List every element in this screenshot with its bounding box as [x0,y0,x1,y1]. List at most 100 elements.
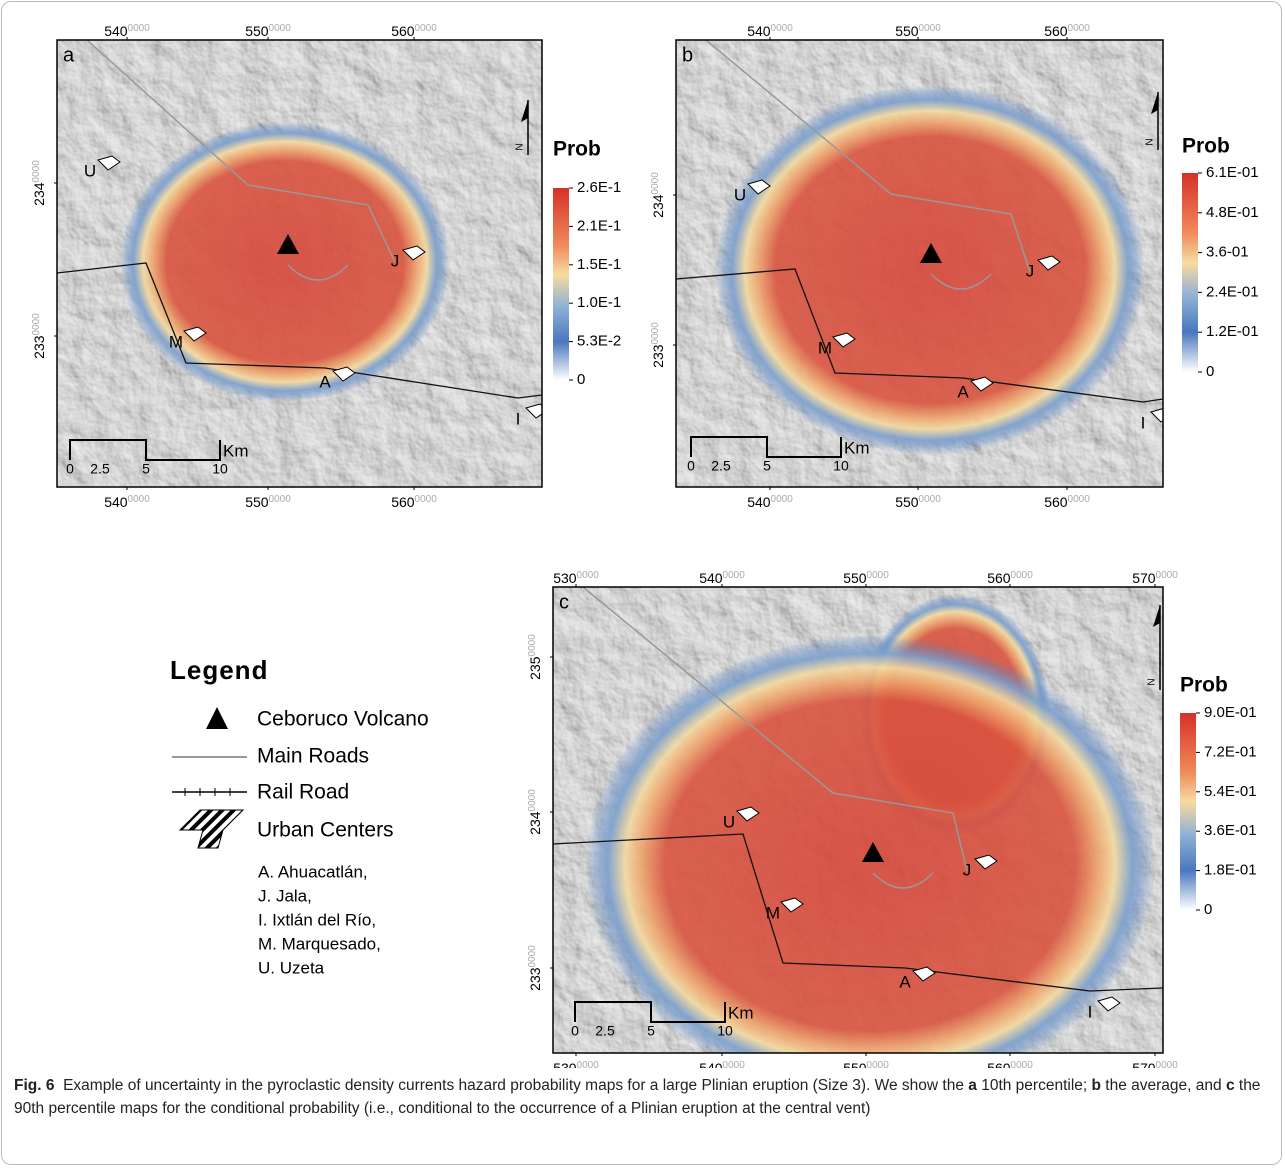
tick-major: 550 [245,494,269,510]
legend-title: Legend [170,655,268,685]
tick-label: 5400000 [104,23,150,39]
tick-minor: 0000 [650,172,661,195]
tick-minor: 0000 [527,945,538,968]
colorbar-label: 4.8E-01 [1206,204,1259,221]
scale-label: 10 [833,458,849,474]
tick-label: 5400000 [747,23,793,39]
tick-label: 5500000 [843,1060,889,1068]
colorbar-label: 1.2E-01 [1206,323,1259,340]
scale-label: 0 [687,458,695,474]
tick-minor: 0000 [919,494,942,505]
caption-text: the average, and [1101,1077,1226,1094]
scale-unit: Km [223,441,249,460]
tick-major: 234 [527,811,543,835]
volcano-symbol [206,707,228,729]
tick-major: 560 [1044,494,1068,510]
colorbar-label: 7.2E-01 [1204,743,1257,760]
tick-major: 550 [895,494,919,510]
colorbar-label: 5.4E-01 [1204,783,1257,800]
tick-major: 540 [104,23,128,39]
scale-label: 5 [142,461,150,477]
colorbar-title: Prob [553,138,601,161]
legend-town: J. Jala, [258,886,312,905]
legend-item: Ceboruco Volcano [257,708,429,731]
scale-unit: Km [844,438,870,457]
tick-label: 2330000 [31,313,47,359]
tick-label: 5500000 [245,23,291,39]
place-label: U [734,185,746,204]
tick-minor: 0000 [577,1060,600,1068]
scale-label: 10 [212,461,228,477]
colorbar-label: 9.0E-01 [1204,704,1257,721]
north-label: N [1147,678,1158,685]
tick-minor: 0000 [650,322,661,345]
tick-minor: 0000 [577,570,600,581]
colorbar [1182,173,1198,372]
tick-label: 2330000 [650,322,666,368]
scale-label: 2.5 [595,1023,615,1039]
tick-minor: 0000 [527,634,538,657]
tick-major: 233 [650,344,666,368]
map: U J M A I [676,40,1173,487]
tick-major: 560 [391,494,415,510]
tick-major: 550 [895,23,919,39]
tick-major: 540 [699,1060,723,1068]
tick-major: 530 [553,570,577,586]
tick-major: 550 [843,1060,867,1068]
legend-item: Main Roads [257,745,369,768]
tick-minor: 0000 [1011,570,1034,581]
tick-label: 5400000 [699,1060,745,1068]
colorbar-label: 2.4E-01 [1206,283,1259,300]
scale-label: 0 [571,1023,579,1039]
tick-label: 2340000 [527,789,543,835]
tick-major: 233 [31,335,47,359]
map: UJMAI [553,587,1163,1068]
tick-major: 234 [650,194,666,218]
place-label: J [1026,261,1035,280]
caption-text: Fig. 6 [14,1077,54,1094]
caption-text: b [1092,1077,1101,1094]
hazard-area [120,122,450,402]
place-label: I [1141,413,1146,432]
place-label: M [818,338,832,357]
panel-label: c [559,591,569,613]
place-label: J [391,251,400,270]
legend-town: M. Marquesado, [258,934,381,953]
place-label: A [899,972,911,991]
tick-major: 560 [391,23,415,39]
tick-major: 560 [987,1060,1011,1068]
scale-label: 5 [763,458,771,474]
colorbar [553,188,569,380]
tick-major: 233 [527,967,543,991]
colorbar-label: 3.6-01 [1206,244,1249,261]
colorbar-label: 5.3E-2 [577,333,621,350]
colorbar-label: 2.6E-1 [577,179,621,196]
tick-major: 540 [699,570,723,586]
tick-label: 5500000 [895,494,941,510]
legend-town: U. Uzeta [258,958,325,977]
tick-label: 5600000 [391,494,437,510]
tick-minor: 0000 [1068,23,1091,34]
tick-major: 540 [104,494,128,510]
tick-major: 540 [747,494,771,510]
tick-label: 2330000 [527,945,543,991]
colorbar-label: 2.1E-1 [577,217,621,234]
legend-town: I. Ixtlán del Río, [258,910,376,929]
colorbar-label: 1.8E-01 [1204,862,1257,879]
place-label: A [957,382,969,401]
tick-label: 5400000 [747,494,793,510]
north-label: N [1145,138,1156,145]
tick-major: 540 [747,23,771,39]
panel-label: a [63,44,75,66]
caption-text: 10th percentile; [977,1077,1092,1094]
colorbar-label: 0 [1206,363,1214,380]
tick-label: 2340000 [31,160,47,206]
tick-minor: 0000 [723,570,746,581]
colorbar-title: Prob [1180,674,1228,697]
tick-label: 5500000 [843,570,889,586]
tick-label: 5700000 [1132,1060,1178,1068]
tick-label: 2340000 [650,172,666,218]
place-label: U [84,161,96,180]
place-label: U [723,812,735,831]
